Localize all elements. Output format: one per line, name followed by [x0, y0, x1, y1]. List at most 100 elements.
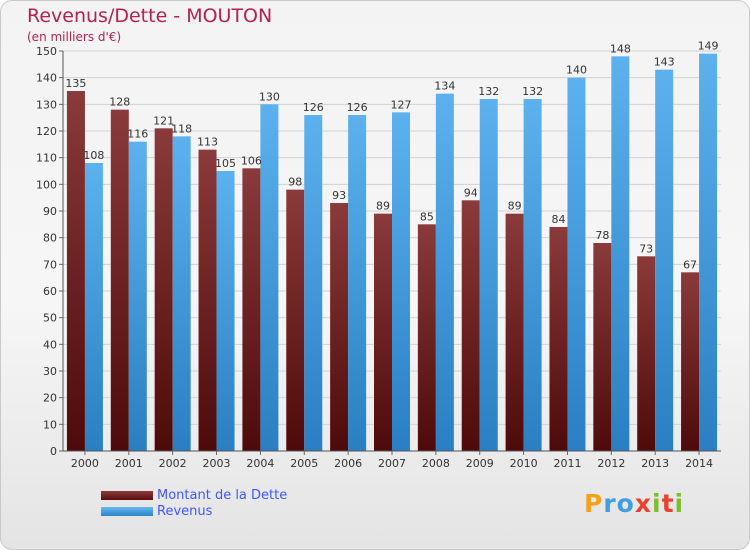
logo-letter: i	[674, 489, 685, 518]
data-label-revenus: 132	[522, 85, 543, 98]
data-label-dette: 85	[420, 210, 434, 223]
logo-letter: i	[652, 489, 662, 518]
bar-revenus	[172, 136, 191, 452]
x-tick-label: 2004	[246, 457, 274, 470]
bar-revenus	[84, 163, 103, 451]
x-tick-label: 2009	[466, 457, 494, 470]
bar-revenus	[348, 115, 367, 451]
logo-letter: t	[661, 489, 675, 518]
data-label-revenus: 105	[215, 157, 236, 170]
data-label-dette: 94	[464, 186, 478, 199]
x-tick-label: 2007	[378, 457, 406, 470]
data-label-dette: 106	[241, 154, 262, 167]
data-label-revenus: 108	[83, 149, 104, 162]
x-tick-label: 2014	[685, 457, 713, 470]
bar-dette	[286, 189, 305, 451]
logo-letter: r	[603, 489, 617, 518]
data-label-revenus: 116	[127, 128, 148, 141]
y-tick-label: 80	[43, 232, 57, 245]
logo-letter: o	[616, 489, 635, 518]
bar-revenus	[128, 141, 147, 451]
bar-dette	[681, 272, 700, 451]
bar-dette	[505, 213, 524, 451]
legend-swatch-revenus	[101, 506, 153, 516]
bar-revenus	[523, 99, 542, 451]
data-label-revenus: 126	[347, 101, 368, 114]
data-label-revenus: 143	[654, 56, 675, 69]
x-tick-label: 2005	[290, 457, 318, 470]
data-label-dette: 67	[683, 258, 697, 271]
data-label-dette: 73	[639, 242, 653, 255]
x-tick-label: 2008	[422, 457, 450, 470]
data-label-dette: 93	[332, 189, 346, 202]
legend: Montant de la Dette Revenus	[101, 487, 287, 519]
data-label-revenus: 140	[566, 64, 587, 77]
y-tick-label: 60	[43, 285, 57, 298]
y-tick-label: 140	[36, 72, 57, 85]
data-label-dette: 121	[153, 114, 174, 127]
bar-revenus	[216, 171, 235, 451]
x-tick-label: 2013	[641, 457, 669, 470]
data-label-revenus: 134	[434, 80, 455, 93]
data-label-revenus: 148	[610, 42, 631, 55]
bar-revenus	[655, 69, 674, 452]
data-label-dette: 89	[508, 200, 522, 213]
y-tick-label: 30	[43, 365, 57, 378]
legend-label-revenus: Revenus	[157, 503, 213, 519]
bar-dette	[242, 168, 261, 452]
chart-title: Revenus/Dette - MOUTON	[27, 5, 273, 27]
bar-revenus	[304, 115, 323, 451]
y-tick-label: 130	[36, 98, 57, 111]
y-tick-label: 150	[36, 45, 57, 58]
bar-dette	[198, 149, 217, 451]
bar-dette	[549, 227, 568, 451]
x-tick-label: 2000	[71, 457, 99, 470]
data-label-dette: 113	[197, 136, 218, 149]
y-tick-label: 110	[36, 152, 57, 165]
data-label-revenus: 126	[303, 101, 324, 114]
data-label-dette: 89	[376, 200, 390, 213]
y-tick-label: 100	[36, 178, 57, 191]
bar-revenus	[611, 56, 630, 451]
axes: 0 10 20 30 40 50 60 70 80 90 100 110 120 130 140 150 200…	[36, 45, 721, 470]
y-tick-label: 0	[50, 445, 57, 458]
data-label-revenus: 127	[391, 98, 412, 111]
x-tick-label: 2011	[553, 457, 581, 470]
data-label-dette: 84	[551, 213, 565, 226]
bar-revenus	[699, 53, 718, 452]
data-label-revenus: 130	[259, 90, 280, 103]
bar-dette	[154, 128, 173, 451]
bar-dette	[461, 200, 480, 451]
y-tick-label: 120	[36, 125, 57, 138]
y-tick-label: 50	[43, 312, 57, 325]
data-label-dette: 98	[288, 176, 302, 189]
bar-revenus	[392, 112, 410, 451]
chart-subtitle: (en milliers d'€)	[27, 30, 122, 44]
data-label-revenus: 132	[478, 85, 499, 98]
bar-dette	[593, 243, 612, 451]
bar-dette	[66, 91, 85, 451]
x-tick-label: 2010	[510, 457, 538, 470]
legend-swatch-dette	[101, 490, 153, 500]
data-label-dette: 78	[595, 229, 609, 242]
x-tick-label: 2012	[597, 457, 625, 470]
x-tick-label: 2003	[203, 457, 231, 470]
x-tick-label: 2006	[334, 457, 362, 470]
y-tick-label: 40	[43, 338, 57, 351]
legend-item-dette: Montant de la Dette	[101, 487, 287, 503]
bar-dette	[374, 213, 392, 451]
bar-revenus	[479, 99, 498, 451]
y-tick-label: 90	[43, 205, 57, 218]
legend-label-dette: Montant de la Dette	[157, 487, 288, 503]
x-tick-label: 2002	[159, 457, 187, 470]
bar-revenus	[260, 104, 279, 451]
data-label-dette: 135	[65, 77, 86, 90]
legend-item-revenus: Revenus	[101, 503, 287, 519]
bar-revenus	[567, 77, 586, 452]
bar-dette	[637, 256, 656, 451]
y-tick-label: 70	[43, 258, 57, 271]
data-label-revenus: 149	[698, 40, 719, 53]
logo-letter: x	[634, 489, 652, 518]
